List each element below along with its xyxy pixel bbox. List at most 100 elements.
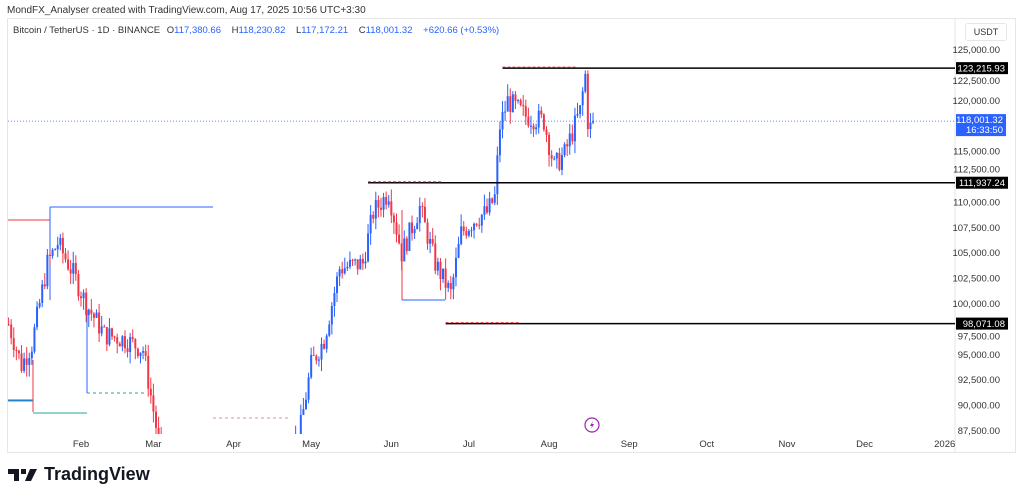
candle-body — [85, 292, 88, 316]
lightning-icon[interactable] — [584, 417, 600, 433]
candle-body — [80, 296, 82, 299]
candle-body — [72, 263, 75, 274]
candle-body — [486, 206, 489, 213]
candle-body — [553, 158, 556, 160]
candle-body — [330, 305, 333, 325]
candle-body — [421, 206, 424, 208]
candle-body — [364, 261, 367, 264]
x-tick-label: Feb — [73, 439, 89, 450]
candle-body — [46, 254, 49, 287]
y-tick-label: 125,000.00 — [952, 45, 1000, 56]
symbol-title[interactable]: Bitcoin / TetherUS · 1D · BINANCE — [13, 25, 161, 36]
candle-body — [532, 125, 535, 130]
candle-body — [348, 259, 351, 267]
candle-body — [28, 358, 31, 365]
candle-body — [429, 238, 432, 244]
candle-body — [105, 327, 108, 345]
candle-body — [560, 155, 563, 170]
x-tick-label: May — [302, 439, 320, 450]
candle-body — [113, 336, 116, 338]
candle-body — [149, 388, 152, 396]
candle-body — [43, 284, 46, 287]
candle-body — [92, 313, 95, 318]
candle-body — [56, 245, 59, 250]
candle-body — [498, 129, 501, 156]
candle-body — [457, 243, 460, 258]
candle-body — [589, 122, 592, 130]
x-tick-label: Dec — [856, 439, 873, 450]
candle-body — [447, 282, 450, 288]
candle-body — [323, 343, 326, 349]
candle-body — [59, 237, 62, 246]
candle-body — [77, 274, 80, 297]
level-price-label: 123,215.93 — [957, 64, 1005, 75]
candle-body — [23, 358, 26, 371]
tradingview-logo[interactable]: TradingView — [8, 464, 150, 485]
candle-body — [8, 324, 10, 326]
candle-body — [493, 194, 496, 203]
candle-body — [325, 335, 328, 349]
x-tick-label: Sep — [621, 439, 638, 450]
candle-body — [129, 337, 132, 352]
candle-body — [436, 261, 439, 271]
candle-body — [142, 351, 145, 353]
x-tick-label: Aug — [541, 439, 558, 450]
candle-body — [87, 309, 90, 316]
candle-body — [20, 353, 23, 371]
candle-body — [341, 269, 344, 274]
chart-credit: MondFX_Analyser created with TradingView… — [7, 5, 366, 16]
candle-body — [509, 96, 512, 113]
candle-body — [400, 243, 403, 262]
candle-body — [302, 409, 305, 415]
candle-body — [584, 73, 587, 92]
candle-body — [442, 268, 445, 280]
candle-body — [333, 293, 336, 306]
level-price-badge — [956, 176, 1008, 189]
candle-body — [116, 337, 119, 344]
candle-body — [529, 125, 532, 127]
candle-body — [524, 106, 527, 117]
candle-body — [351, 259, 354, 261]
candle-body — [558, 152, 561, 170]
candle-body — [579, 105, 582, 115]
candle-body — [343, 268, 346, 274]
candle-body — [152, 395, 155, 412]
candle-body — [467, 231, 470, 236]
candle-body — [15, 349, 18, 351]
candle-body — [586, 73, 589, 130]
candle-body — [511, 94, 514, 113]
x-tick-label: Nov — [779, 439, 796, 450]
candle-body — [576, 114, 579, 116]
candle-body — [423, 206, 426, 223]
x-tick-label: Jul — [463, 439, 475, 450]
candle-body — [82, 292, 85, 299]
candle-body — [522, 104, 525, 107]
candle-body — [426, 222, 429, 244]
candle-body — [473, 223, 476, 231]
candle-body — [64, 253, 67, 260]
candle-body — [571, 133, 574, 142]
y-tick-label: 110,000.00 — [953, 197, 1000, 208]
candle-body — [126, 348, 129, 352]
candle-body — [496, 155, 499, 195]
last-price-value: 118,001.32 — [956, 115, 1003, 126]
candle-body — [12, 338, 15, 350]
y-tick-label: 100,000.00 — [952, 299, 1000, 310]
candle-body — [491, 198, 494, 203]
candle-body — [359, 258, 362, 270]
x-tick-label: Oct — [699, 439, 714, 450]
candle-body — [535, 127, 538, 130]
low-value: 117,172.21 — [301, 25, 349, 36]
candle-body — [304, 399, 307, 410]
candle-body — [444, 268, 447, 288]
candle-body — [74, 263, 77, 275]
candle-body — [320, 343, 323, 360]
candle-body — [483, 206, 486, 215]
candle-body — [408, 222, 411, 251]
candle-body — [374, 200, 377, 219]
candle-body — [25, 358, 28, 365]
currency-button[interactable]: USDT — [965, 23, 1007, 41]
level-price-label: 111,937.24 — [959, 178, 1005, 189]
ohlc-legend: Bitcoin / TetherUS · 1D · BINANCE O117,3… — [13, 25, 503, 36]
